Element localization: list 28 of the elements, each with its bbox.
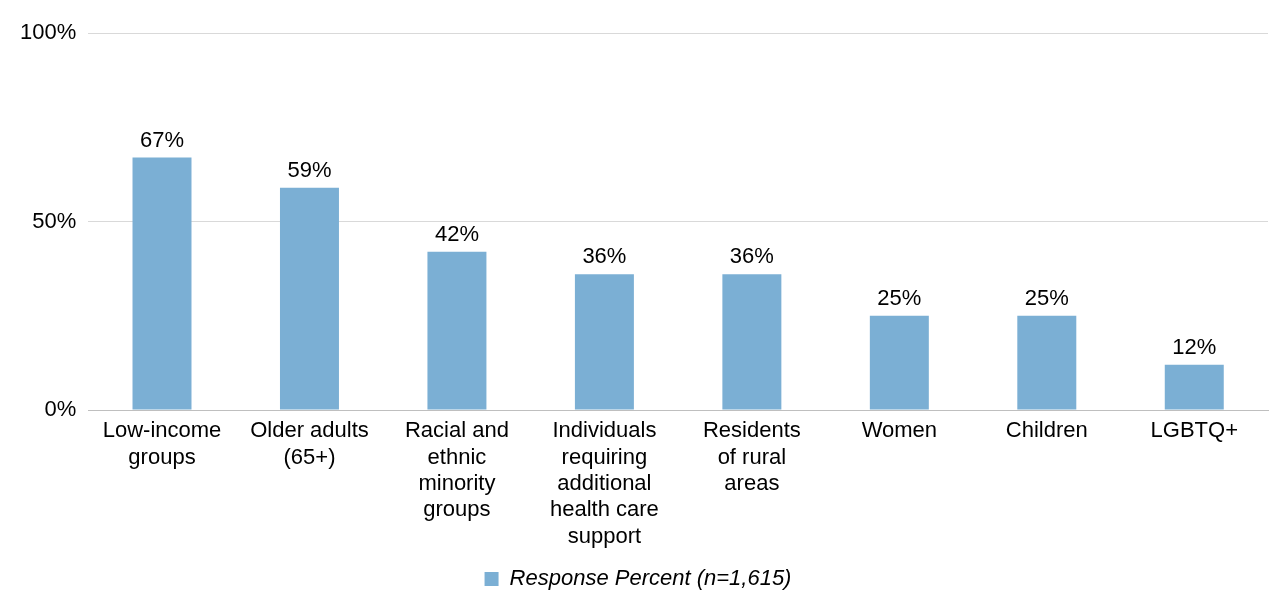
legend-label: Response Percent (n=1,615) [509, 565, 792, 591]
data-label: 36% [729, 243, 774, 269]
y-tick-label: 50% [32, 207, 77, 233]
y-tick-label: 100% [19, 19, 77, 45]
data-label: 59% [287, 156, 332, 182]
bar [132, 157, 192, 410]
x-tick-label: Racial and ethnic minority groups [404, 417, 509, 522]
bar [279, 187, 339, 410]
x-tick-label: Individuals requiring additional health care support [549, 417, 659, 548]
x-tick-label: Low-income groups [102, 417, 222, 469]
bar [574, 274, 634, 410]
data-label: 67% [139, 126, 185, 152]
bar [869, 315, 929, 410]
x-tick-label: Women [861, 417, 938, 443]
data-label: 25% [877, 284, 922, 310]
data-label: 25% [1024, 284, 1069, 310]
data-label: 42% [434, 220, 479, 246]
bar [1017, 315, 1077, 410]
bar [722, 274, 782, 410]
bar [1164, 364, 1224, 410]
x-tick-label: LGBTQ+ [1150, 417, 1238, 443]
y-tick-label: 0% [44, 396, 77, 422]
bar [427, 251, 487, 410]
x-tick-label: Residents of rural areas [702, 417, 801, 496]
x-tick-label: Older adults (65+) [250, 417, 369, 469]
x-tick-label: Children [1005, 417, 1088, 443]
data-label: 12% [1172, 333, 1217, 359]
data-label: 36% [582, 243, 627, 269]
